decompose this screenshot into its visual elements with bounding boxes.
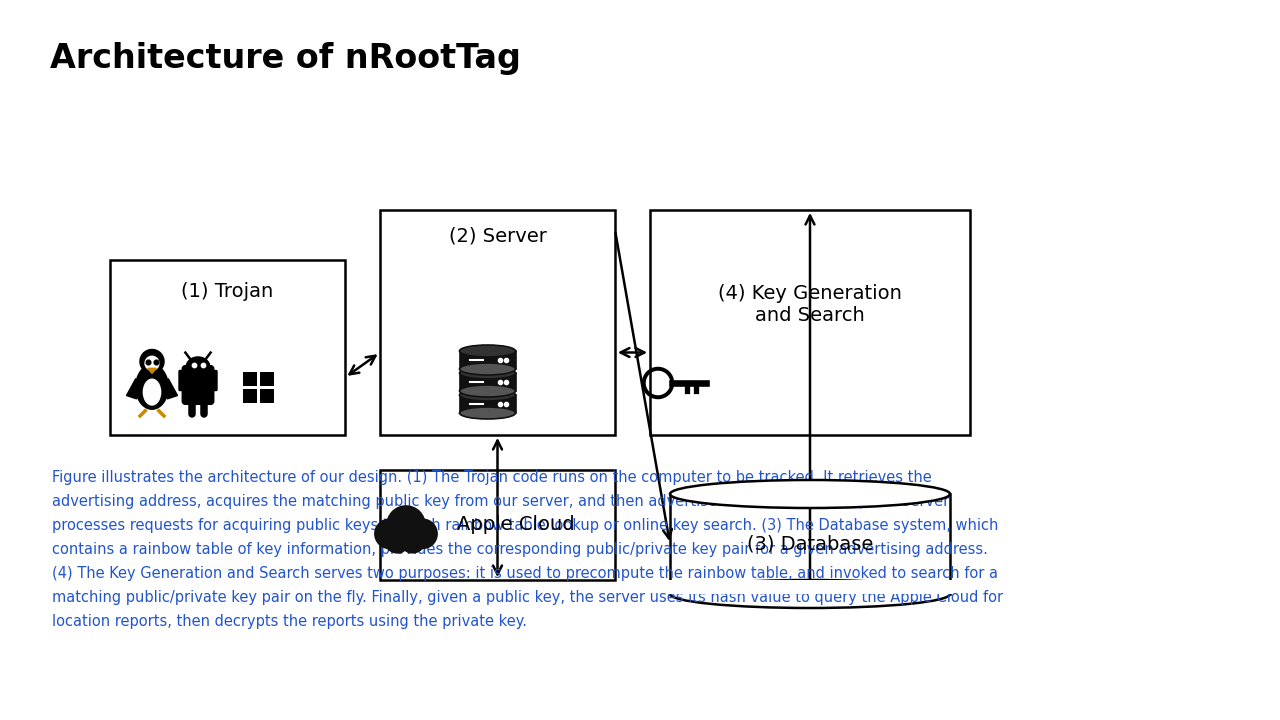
Text: Figure illustrates the architecture of our design. (1) The Trojan code runs on t: Figure illustrates the architecture of o… xyxy=(52,470,932,485)
Circle shape xyxy=(387,505,426,545)
Bar xyxy=(460,351,516,369)
Text: advertising address, acquires the matching public key from our server, and then : advertising address, acquires the matchi… xyxy=(52,494,950,509)
Bar xyxy=(380,470,614,580)
Bar xyxy=(260,389,274,402)
Bar xyxy=(460,373,516,391)
Text: (4) Key Generation
and Search: (4) Key Generation and Search xyxy=(718,284,902,325)
Text: contains a rainbow table of key information, provides the corresponding public/p: contains a rainbow table of key informat… xyxy=(52,542,988,557)
Bar xyxy=(669,494,950,594)
Bar xyxy=(242,372,256,385)
Ellipse shape xyxy=(460,407,516,419)
Text: processes requests for acquiring public keys through rainbow table lookup or onl: processes requests for acquiring public … xyxy=(52,518,998,533)
Bar xyxy=(242,389,256,402)
Text: (3) Database: (3) Database xyxy=(746,534,873,554)
Ellipse shape xyxy=(460,385,516,397)
FancyBboxPatch shape xyxy=(210,371,218,390)
Ellipse shape xyxy=(460,367,516,379)
Bar xyxy=(668,580,952,594)
Text: (1) Trojan: (1) Trojan xyxy=(182,282,274,301)
Ellipse shape xyxy=(669,580,950,608)
Ellipse shape xyxy=(460,363,516,375)
Circle shape xyxy=(384,527,411,554)
Ellipse shape xyxy=(460,389,516,401)
Polygon shape xyxy=(168,379,178,399)
Circle shape xyxy=(374,518,404,549)
Bar xyxy=(110,260,346,435)
Ellipse shape xyxy=(460,345,516,357)
Ellipse shape xyxy=(142,379,161,405)
FancyBboxPatch shape xyxy=(179,371,187,390)
Text: (4) The Key Generation and Search serves two purposes: it is used to precompute : (4) The Key Generation and Search serves… xyxy=(52,566,998,581)
Circle shape xyxy=(407,518,438,549)
Bar xyxy=(260,372,274,385)
Polygon shape xyxy=(127,379,137,399)
Text: Apple Cloud: Apple Cloud xyxy=(457,516,575,534)
Bar xyxy=(650,210,970,435)
FancyBboxPatch shape xyxy=(183,366,214,404)
Text: matching public/private key pair on the fly. Finally, given a public key, the se: matching public/private key pair on the … xyxy=(52,590,1004,605)
Ellipse shape xyxy=(136,365,168,409)
Text: (2) Server: (2) Server xyxy=(448,226,547,245)
Circle shape xyxy=(399,527,426,554)
Text: Architecture of nRootTag: Architecture of nRootTag xyxy=(50,42,521,75)
Bar xyxy=(380,210,614,435)
Ellipse shape xyxy=(669,480,950,508)
Ellipse shape xyxy=(187,357,210,377)
Bar xyxy=(460,395,516,413)
Text: location reports, then decrypts the reports using the private key.: location reports, then decrypts the repo… xyxy=(52,614,527,629)
Ellipse shape xyxy=(145,356,160,371)
Ellipse shape xyxy=(140,350,164,374)
Polygon shape xyxy=(147,369,156,374)
